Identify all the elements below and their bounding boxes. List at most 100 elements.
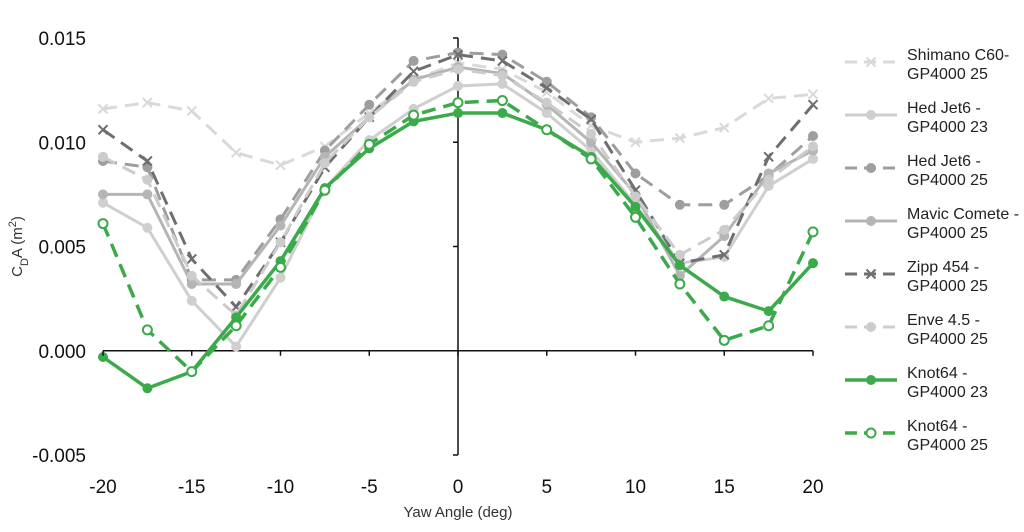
data-point	[142, 383, 153, 394]
marker-stroke	[497, 55, 508, 67]
marker-stroke	[865, 56, 877, 68]
data-point	[275, 261, 286, 273]
data-point	[275, 272, 286, 283]
y-axis-title: CDA (m2)	[7, 216, 31, 277]
data-point	[808, 130, 818, 141]
data-point	[141, 324, 153, 336]
marker-stroke	[186, 253, 197, 265]
data-point	[452, 49, 464, 60]
legend-label: GP4000 25	[907, 437, 988, 454]
y-axis-title-sup: 2	[7, 221, 19, 227]
data-point	[364, 99, 375, 110]
marker-stroke	[807, 89, 819, 100]
data-point	[364, 112, 375, 123]
y-tick-label: 0.000	[38, 342, 86, 363]
data-point	[231, 279, 242, 290]
marker-stroke	[719, 122, 730, 133]
data-point	[497, 108, 508, 119]
data-point	[808, 258, 818, 269]
y-axis-title-tail: A (m	[9, 227, 26, 258]
data-point	[497, 70, 508, 81]
x-tick-label: -15	[178, 477, 205, 498]
data-point	[497, 55, 508, 67]
legend-label: Knot64 -	[907, 365, 967, 382]
y-axis-title-sub: D	[19, 258, 31, 266]
series-line	[102, 53, 815, 309]
data-point	[186, 279, 197, 290]
y-tick-label: 0.015	[38, 29, 86, 50]
data-point	[142, 174, 153, 185]
x-tick-label: -10	[267, 477, 294, 498]
x-tick-label: 20	[802, 477, 823, 498]
legend-label: Hed Jet6 -	[907, 153, 981, 170]
data-point	[98, 197, 108, 208]
x-tick-label: 0	[453, 477, 464, 498]
data-point	[763, 306, 774, 317]
marker-stroke	[585, 114, 597, 125]
data-point	[763, 93, 774, 104]
y-axis-title-end: )	[9, 216, 26, 221]
data-point	[719, 224, 730, 235]
y-tick-label: -0.005	[32, 446, 86, 467]
legend-label: Enve 4.5 -	[907, 312, 980, 329]
data-point	[541, 124, 553, 136]
legend-label: Hed Jet6 -	[907, 100, 981, 117]
legend: Shimano C60- GP4000 25 Hed Jet6 - GP4000 23…	[845, 47, 1019, 454]
legend-label: Knot64 -	[907, 418, 967, 435]
data-point	[630, 201, 641, 212]
data-point	[408, 109, 420, 121]
data-point	[674, 249, 685, 260]
series-group	[97, 95, 819, 378]
data-point	[719, 122, 730, 133]
data-point	[808, 141, 818, 152]
data-point	[763, 151, 774, 163]
legend-item: Mavic Comete - GP4000 25	[845, 206, 1019, 242]
data-point	[674, 278, 686, 290]
x-axis-title: Yaw Angle (deg)	[404, 504, 513, 521]
marker-stroke	[763, 151, 774, 163]
data-point	[230, 147, 242, 158]
data-point	[719, 291, 730, 302]
data-point	[807, 226, 819, 238]
data-point	[408, 76, 419, 87]
legend-item: Enve 4.5 - GP4000 25	[845, 312, 988, 348]
marker-stroke	[97, 103, 109, 115]
data-point	[97, 103, 109, 115]
legend-label: GP4000 25	[907, 66, 988, 83]
marker-stroke	[142, 97, 153, 108]
data-point	[541, 108, 552, 119]
data-point	[808, 153, 818, 164]
data-point	[186, 253, 197, 265]
data-point	[230, 320, 242, 332]
data-point	[275, 237, 286, 248]
marker-stroke	[408, 66, 419, 77]
marker-stroke	[186, 105, 197, 117]
data-point	[541, 82, 552, 94]
data-point	[630, 191, 641, 202]
data-point	[275, 220, 286, 231]
legend-label: Zipp 454 -	[907, 259, 979, 276]
x-tick-label: -5	[361, 477, 378, 498]
x-tick-label: 5	[541, 477, 552, 498]
legend-swatch-marker	[865, 56, 877, 68]
data-point	[807, 89, 819, 100]
data-point	[142, 155, 153, 167]
data-point	[807, 99, 819, 110]
x-tick-label: -20	[89, 477, 116, 498]
marker-stroke	[763, 93, 774, 104]
legend-label: GP4000 25	[907, 331, 988, 348]
legend-label: GP4000 25	[907, 278, 988, 295]
legend-swatch-marker	[866, 110, 876, 120]
data-point	[719, 249, 730, 261]
data-point	[496, 95, 508, 107]
legend-item: Zipp 454 - GP4000 25	[845, 259, 988, 295]
data-point	[275, 159, 286, 171]
data-point	[453, 64, 463, 75]
data-point	[98, 189, 108, 200]
legend-swatch-marker	[866, 322, 876, 332]
data-point	[186, 105, 197, 117]
legend-label: GP4000 25	[907, 172, 988, 189]
data-point	[763, 320, 775, 332]
data-point	[497, 78, 508, 89]
legend-swatch-marker	[865, 268, 877, 280]
